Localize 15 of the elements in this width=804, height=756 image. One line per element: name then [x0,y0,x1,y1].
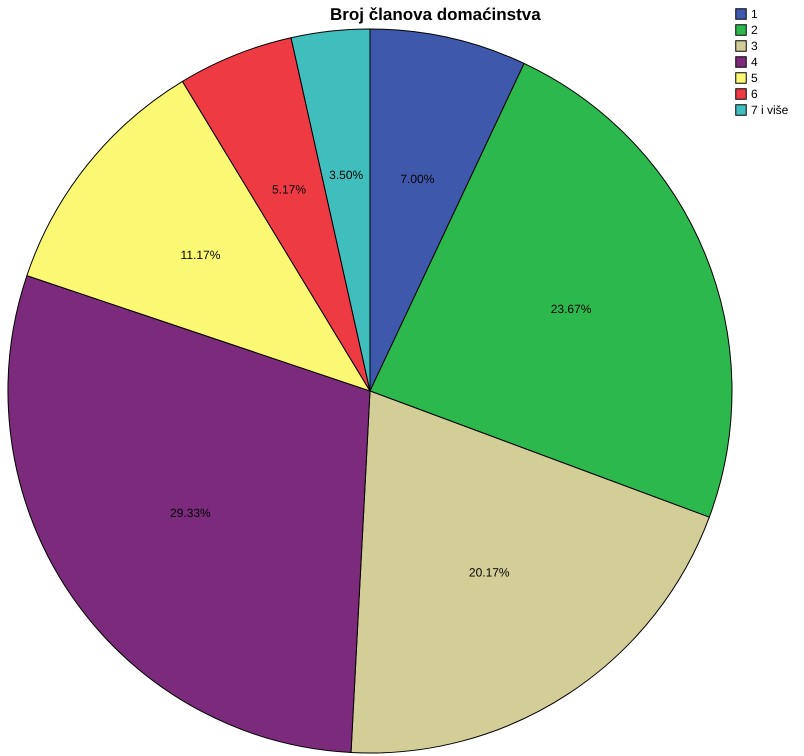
data-label: 5.17% [272,182,306,196]
legend-label: 3 [751,39,758,53]
data-label: 23.67% [550,302,592,316]
chart-title: Broj članova domaćinstva [330,5,542,24]
legend-label: 7 i više [751,103,789,117]
data-label: 7.00% [400,172,435,186]
legend-label: 5 [751,71,758,85]
legend-label: 1 [751,7,758,21]
legend-label: 6 [751,87,758,101]
data-label: 20.17% [468,566,510,580]
data-label: 11.17% [180,248,221,262]
data-label: 3.50% [329,168,364,182]
legend-label: 4 [751,55,758,69]
legend-label: 2 [751,23,758,37]
data-label: 29.33% [170,506,212,520]
